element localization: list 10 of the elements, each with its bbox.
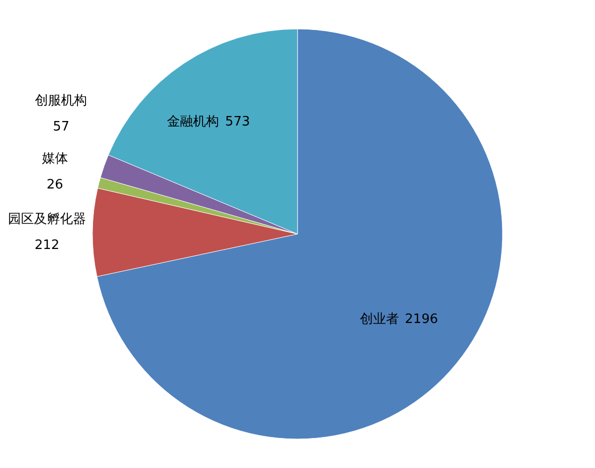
slice-label: 创服机构 [35, 94, 88, 109]
slice-label: 创业者 [360, 312, 399, 327]
data-label: 2196 [404, 312, 438, 327]
data-label: 57 [52, 120, 70, 135]
slice-label: 金融机构 [167, 114, 220, 130]
slice-label: 媒体 [42, 152, 68, 167]
data-label: 212 [34, 238, 60, 253]
data-label: 573 [225, 114, 250, 130]
slice-label: 园区及孵化器 [8, 212, 86, 227]
data-label: 26 [46, 178, 64, 193]
